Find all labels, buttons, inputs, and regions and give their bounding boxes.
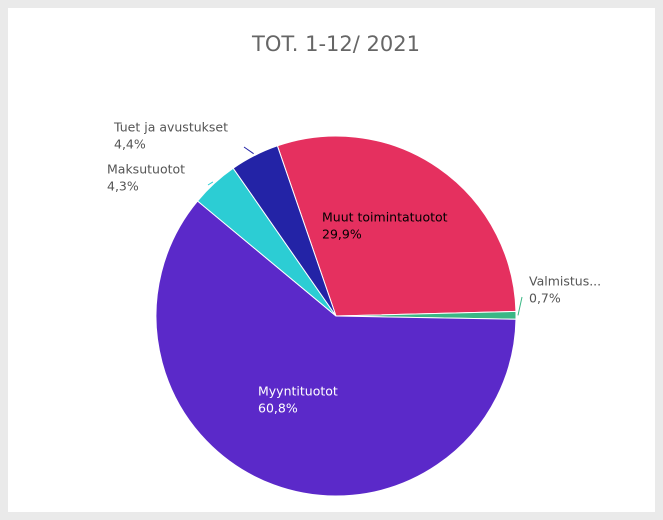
slice-value: 4,4% — [114, 137, 146, 152]
pie-slice — [232, 145, 337, 317]
slice-label: Tuet ja avustukset — [113, 120, 228, 135]
slice-label: Muut toimintatuotot — [322, 210, 448, 225]
slice-value: 4,3% — [107, 179, 139, 194]
slice-label: Maksutuotot — [107, 162, 185, 177]
leader-line — [207, 181, 214, 186]
pie-slice — [276, 135, 517, 317]
leader-line — [243, 146, 254, 155]
leader-line — [517, 296, 523, 316]
slice-label: Myyntituotot — [258, 384, 338, 399]
chart-title: TOT. 1-12/ 2021 — [251, 32, 420, 56]
slice-value: 29,9% — [322, 227, 362, 242]
slice-label: Valmistus... — [529, 274, 601, 289]
slice-value: 0,7% — [529, 291, 561, 306]
slice-value: 60,8% — [258, 401, 298, 416]
pie-slice — [155, 200, 517, 497]
